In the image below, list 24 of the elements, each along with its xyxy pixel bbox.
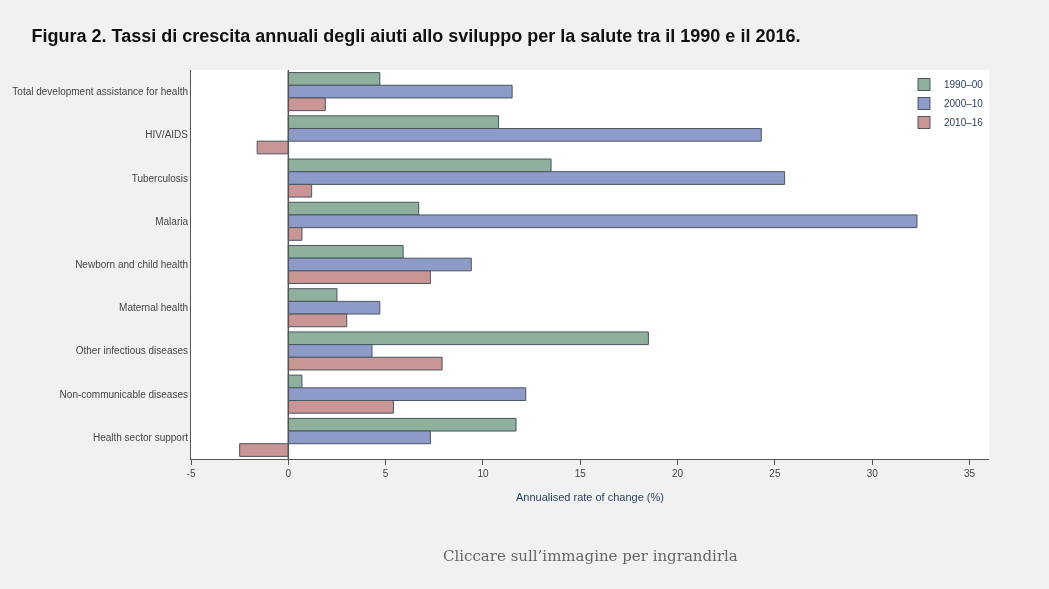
text: Cliccare sull’immagine per ingrandirla (443, 547, 738, 565)
x-tick-label: 5 (382, 468, 389, 479)
x-tick-label: 20 (672, 468, 684, 479)
x-tick-label: 30 (866, 468, 879, 479)
y-tick-label: HIV/AIDS (145, 129, 189, 141)
y-tick-label: Other infectious diseases (75, 345, 188, 357)
x-tick-label: -5 (186, 468, 196, 479)
x-tick-label: 10 (477, 468, 489, 479)
y-tick-label: Non-communicable diseases (59, 388, 188, 400)
chart-title: Figura 2. Tassi di crescita annuali degli aiuti allo sviluppo per la salute tra il 1990 e il 2016. (31, 26, 801, 47)
x-tick-label: 0 (285, 468, 292, 479)
y-tick-label: Tuberculosis (131, 172, 188, 184)
legend-label: 2000–10 (944, 98, 984, 110)
y-tick-label: Health sector support (92, 431, 189, 443)
y-tick-label: Total development assistance for health (12, 86, 188, 98)
y-tick-label: Newborn and child health (75, 259, 188, 270)
x-axis-title: Annualised rate of change (%) (516, 491, 664, 504)
y-tick-label: Malaria (155, 215, 189, 227)
x-tick-label: 25 (769, 468, 781, 479)
x-tick-label: 35 (963, 468, 976, 479)
x-tick-label: 15 (574, 468, 587, 479)
legend-label: 1990–00 (944, 79, 984, 91)
legend-label: 2010–16 (944, 117, 984, 129)
y-tick-label: Maternal health (119, 302, 188, 314)
